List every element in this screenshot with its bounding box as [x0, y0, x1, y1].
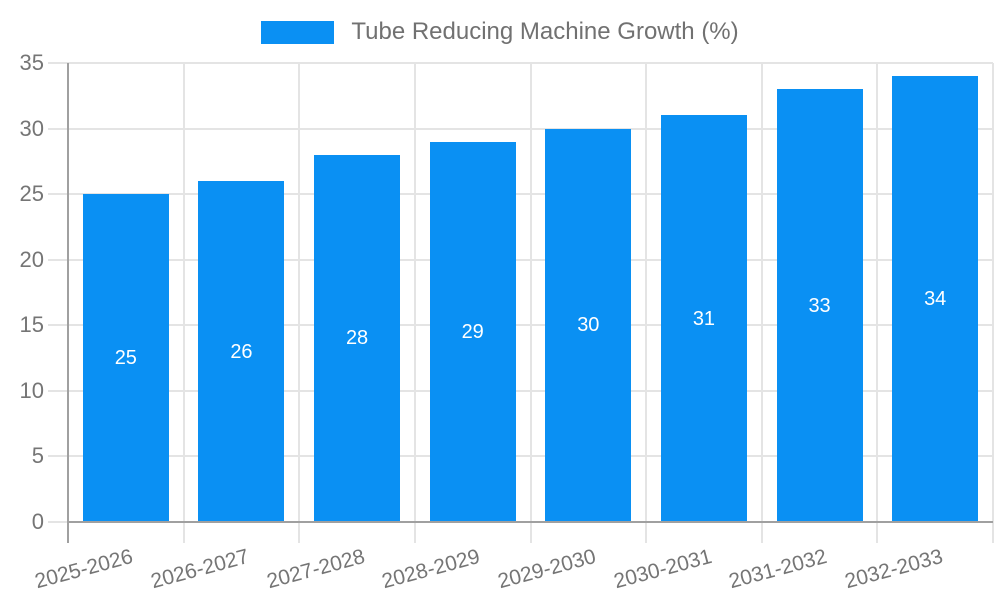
gridline-horizontal [48, 324, 993, 327]
bar[interactable]: 31 [660, 115, 747, 522]
bar-value-label: 33 [808, 294, 831, 317]
x-axis-tick [298, 522, 301, 543]
bar-value-label: 31 [692, 307, 716, 330]
gridline-horizontal [48, 455, 993, 458]
x-axis-tick [645, 522, 648, 543]
gridline-vertical [876, 63, 879, 522]
x-axis-tick [992, 522, 994, 543]
gridline-vertical [529, 63, 532, 522]
y-tick-label: 0 [31, 509, 44, 534]
x-tick-label: 2029-2030 [495, 545, 599, 594]
x-axis-line [67, 521, 993, 523]
y-tick-label: 30 [19, 115, 44, 141]
bar[interactable]: 29 [429, 141, 516, 522]
x-axis-tick [182, 522, 185, 543]
bar-value-label: 26 [230, 340, 253, 363]
y-tick-label: 10 [19, 377, 44, 403]
gridline-vertical [298, 63, 301, 522]
bar-value-label: 29 [461, 320, 484, 343]
gridline-vertical [413, 63, 416, 522]
y-tick-label: 20 [19, 246, 44, 272]
bar-value-label: 30 [577, 314, 600, 337]
bar[interactable]: 25 [82, 194, 169, 522]
x-axis-tick [876, 522, 879, 543]
bar[interactable]: 26 [198, 181, 285, 522]
bar-value-label: 34 [924, 288, 947, 311]
gridline-horizontal [48, 193, 993, 196]
bar[interactable]: 33 [776, 89, 863, 522]
gridline-vertical [645, 63, 648, 522]
x-tick-label: 2026-2027 [148, 545, 252, 594]
gridline-horizontal [48, 258, 993, 261]
gridline-horizontal [48, 127, 993, 130]
bar[interactable]: 30 [545, 128, 632, 522]
y-tick-label: 15 [19, 312, 44, 338]
bar[interactable]: 28 [314, 154, 401, 522]
x-tick-label: 2030-2031 [610, 545, 714, 594]
x-tick-label: 2032-2033 [842, 545, 946, 594]
x-axis-tick [760, 522, 763, 543]
y-tick-label: 25 [19, 181, 44, 207]
y-tick-label: 35 [19, 50, 44, 75]
x-tick-label: 2025-2026 [32, 545, 136, 594]
gridline-horizontal [48, 389, 993, 392]
x-tick-label: 2027-2028 [264, 545, 368, 594]
y-axis-line [67, 63, 69, 543]
legend-swatch [261, 20, 335, 44]
y-axis-tick [48, 521, 68, 523]
x-axis-tick [529, 522, 532, 543]
y-tick-label: 5 [31, 443, 44, 469]
bar-value-label: 28 [345, 327, 369, 350]
x-axis-tick [413, 522, 416, 543]
bar[interactable]: 34 [892, 76, 979, 522]
legend-label: Tube Reducing Machine Growth (%) [351, 18, 739, 45]
gridline-vertical [992, 63, 994, 522]
bar-value-label: 25 [114, 347, 137, 370]
legend-item[interactable]: Tube Reducing Machine Growth (%) [0, 18, 1000, 46]
x-tick-label: 2028-2029 [379, 545, 483, 594]
x-tick-label: 2031-2032 [726, 545, 830, 594]
gridline-vertical [760, 63, 763, 522]
gridline-vertical [182, 63, 185, 522]
gridline-horizontal [48, 62, 993, 64]
